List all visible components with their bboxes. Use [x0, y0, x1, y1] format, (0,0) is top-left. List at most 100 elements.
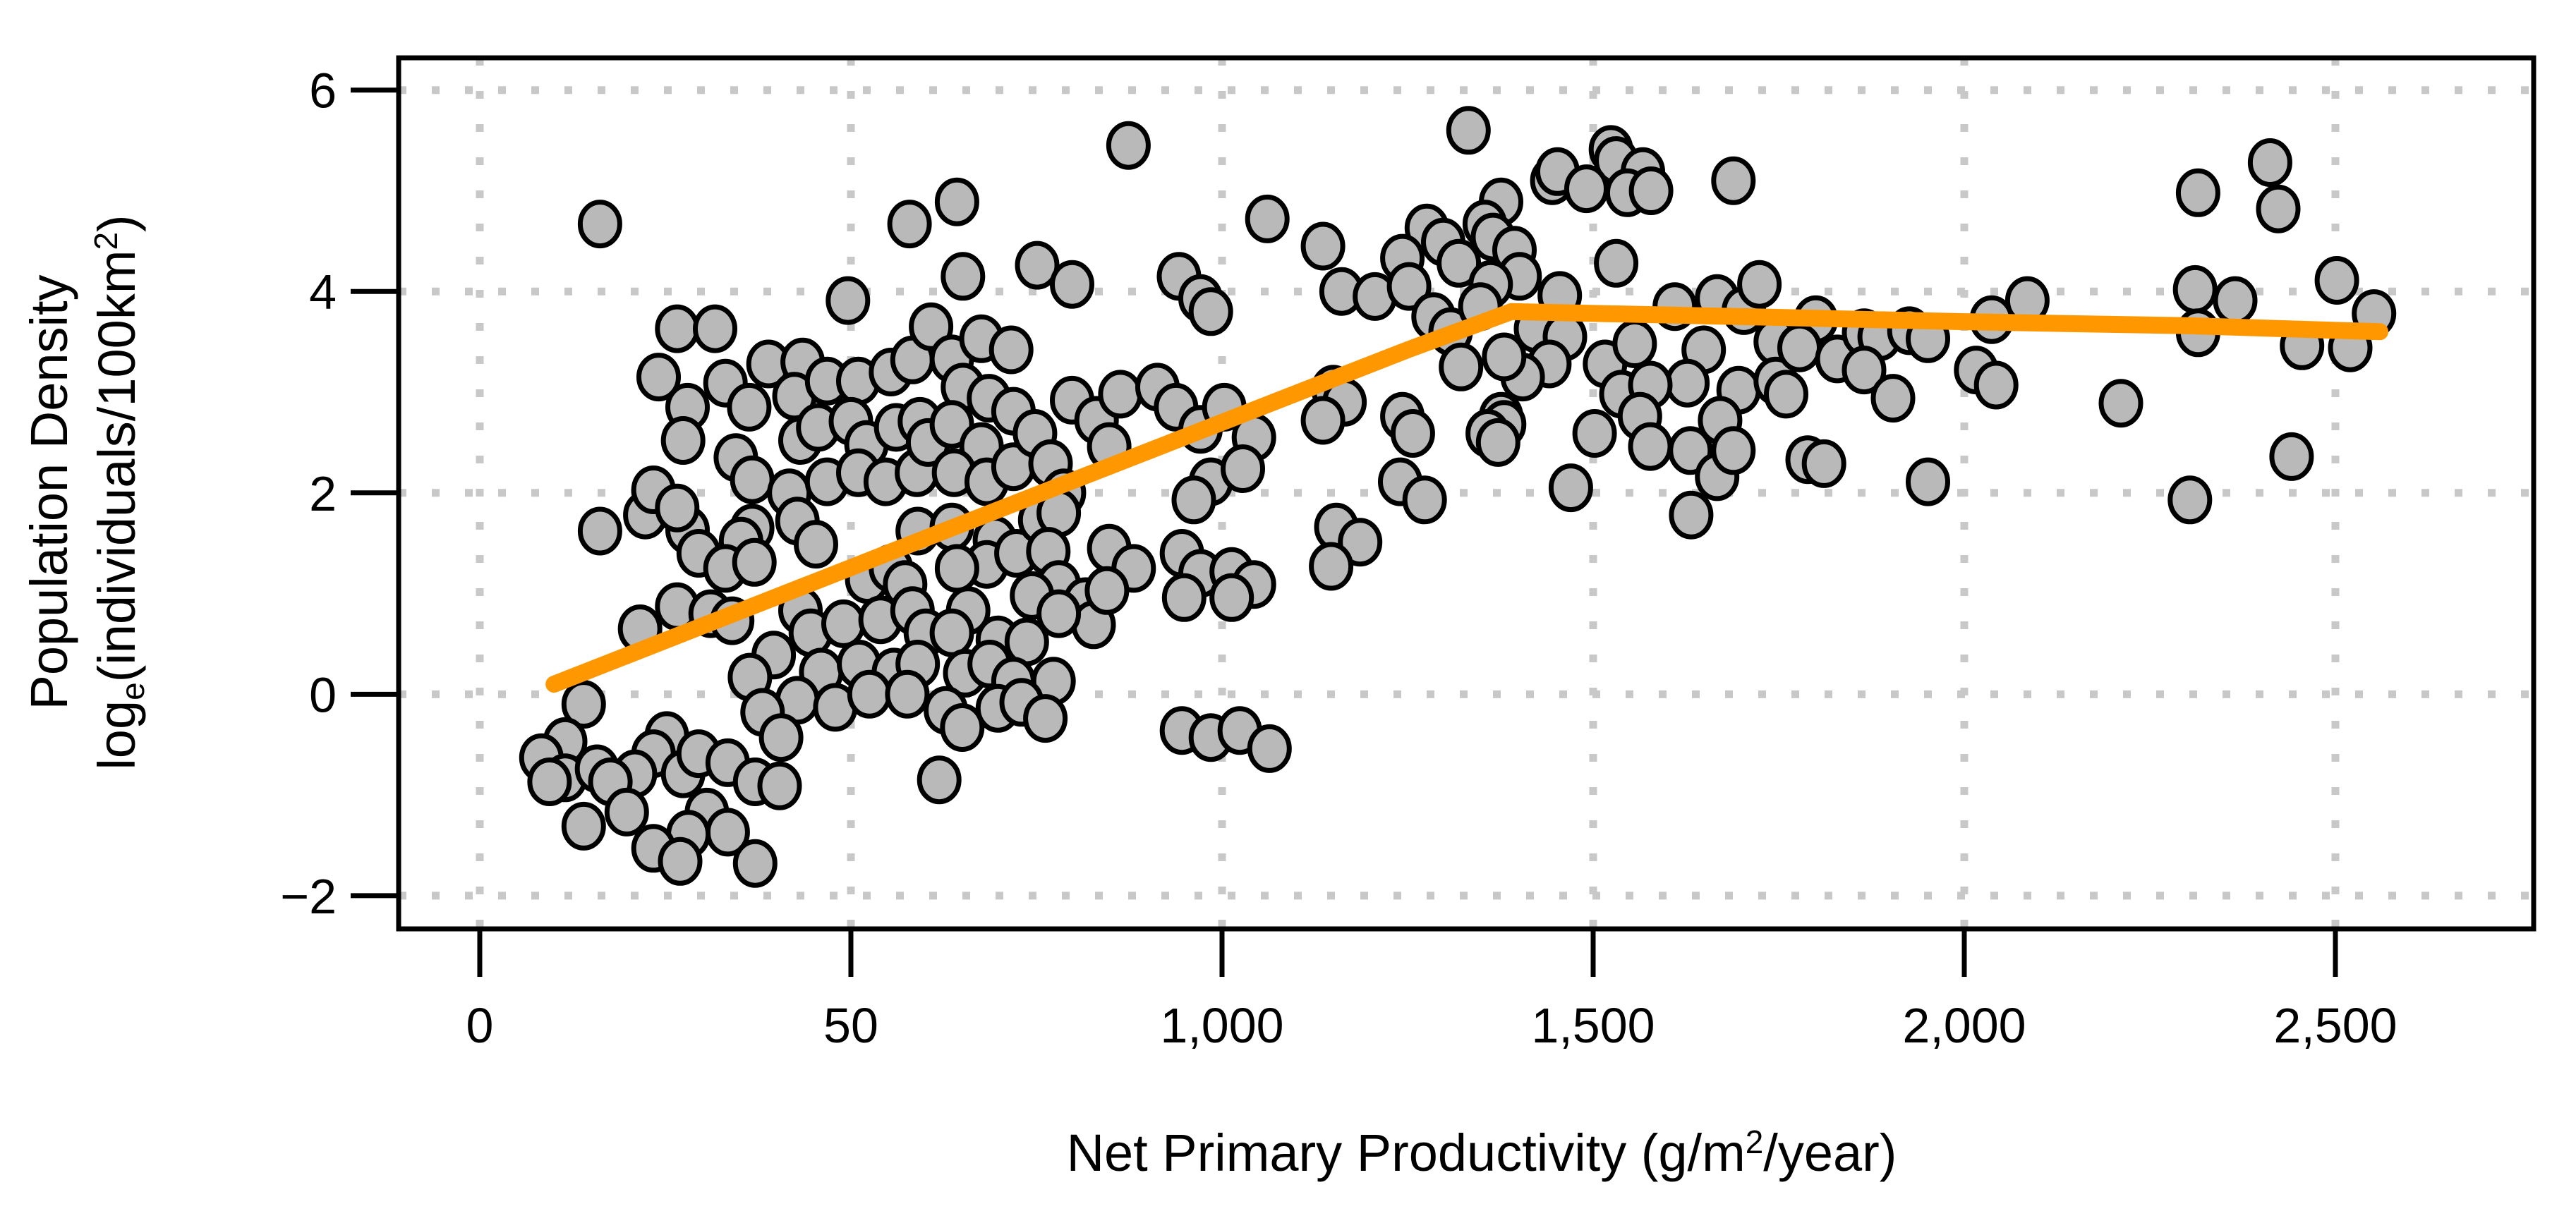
data-point: [561, 801, 606, 851]
data-point: [1106, 121, 1151, 170]
data-point: [2269, 432, 2314, 481]
data-point: [1446, 106, 1491, 155]
data-point: [577, 506, 622, 556]
data-point: [1050, 260, 1094, 309]
data-point: [2213, 276, 2258, 325]
data-point: [1737, 260, 1782, 309]
x-axis-title: Net Primary Productivity (g/m2/year): [1066, 1123, 1897, 1182]
data-point: [1171, 475, 1216, 525]
data-point: [847, 669, 892, 719]
x-axis-title-text: Net Primary Productivity (g/m: [1066, 1124, 1746, 1182]
x-axis-title-superscript: 2: [1745, 1123, 1764, 1160]
data-point: [1023, 694, 1068, 743]
y-tick-label: −2: [280, 869, 337, 924]
data-point: [941, 252, 986, 301]
x-axis: 0 50 1,000 1,500 2,000 2,500: [466, 931, 2397, 1053]
data-point: [794, 520, 838, 569]
data-point: [929, 608, 974, 657]
y-axis-title-unit: (individuals/100km: [87, 250, 146, 683]
data-point: [732, 839, 778, 888]
y-axis-title-log: log: [87, 700, 146, 770]
data-point: [658, 836, 703, 886]
data-point: [604, 787, 649, 836]
data-point: [730, 455, 775, 504]
data-point: [2172, 264, 2218, 314]
data-point: [821, 599, 866, 648]
y-tick-label: 4: [309, 264, 337, 320]
data-point: [1209, 573, 1254, 622]
data-point: [1665, 358, 1710, 408]
data-point: [1475, 418, 1520, 467]
data-point: [1870, 374, 1916, 423]
data-point: [1036, 589, 1082, 638]
data-point: [1300, 396, 1346, 445]
data-point: [655, 483, 700, 533]
data-point: [757, 761, 802, 810]
data-point: [1338, 518, 1383, 567]
data-point: [1188, 287, 1233, 336]
data-point: [2167, 475, 2213, 525]
data-point: [1015, 241, 1060, 290]
x-tick-label: 1,000: [1160, 998, 1283, 1053]
data-point: [1402, 475, 1447, 525]
data-point: [1612, 320, 1657, 368]
data-point: [1628, 166, 1674, 215]
data-point: [934, 544, 979, 593]
y-axis: −2 0 2 4 6: [280, 63, 397, 924]
data-point: [1628, 422, 1673, 471]
y-axis-title-line1: Population Density: [20, 274, 78, 710]
data-point: [1439, 342, 1484, 391]
data-point: [732, 537, 777, 587]
y-axis-title-line2: loge(individuals/100km2): [87, 214, 151, 769]
data-point: [2247, 138, 2292, 187]
data-point: [887, 200, 932, 249]
y-axis-title-subscript: e: [114, 682, 151, 700]
x-tick-label: 50: [823, 998, 878, 1053]
data-point: [1777, 323, 1822, 372]
data-point: [1711, 156, 1756, 205]
data-point: [2256, 184, 2301, 233]
data-point: [1973, 360, 2019, 410]
data-point: [885, 669, 930, 719]
data-point: [1482, 332, 1527, 382]
data-point: [636, 353, 681, 402]
data-point: [1669, 490, 1714, 540]
data-point: [758, 713, 804, 762]
data-point: [1564, 164, 1609, 214]
data-point: [1309, 542, 1354, 591]
data-point: [1098, 370, 1143, 419]
data-point: [1221, 444, 1265, 493]
data-point: [1437, 238, 1482, 288]
data-points: [519, 106, 2397, 888]
y-tick-label: 2: [309, 466, 337, 521]
data-point: [660, 416, 706, 465]
data-point: [561, 680, 606, 729]
data-point: [917, 755, 962, 805]
y-axis-title-close: ): [87, 214, 146, 232]
data-point: [1764, 370, 1808, 419]
data-point: [1842, 346, 1887, 395]
data-point: [1300, 221, 1346, 271]
data-point: [940, 703, 985, 752]
data-point: [1906, 457, 1950, 506]
y-tick-label: 6: [309, 63, 337, 118]
trend-line: [545, 303, 2389, 693]
data-point: [1572, 409, 1617, 458]
data-point: [909, 302, 954, 351]
data-point: [693, 304, 737, 353]
data-point: [1245, 194, 1290, 243]
data-point: [1386, 262, 1432, 311]
data-point: [2314, 256, 2359, 305]
data-point: [1390, 409, 1435, 458]
data-point: [1801, 439, 1846, 488]
data-point: [934, 177, 979, 226]
x-axis-title-unit: /year): [1763, 1124, 1897, 1182]
data-point: [1711, 426, 1756, 475]
data-point: [527, 757, 572, 806]
data-point: [1594, 238, 1639, 288]
x-tick-label: 2,000: [1902, 998, 2026, 1053]
data-point: [1247, 724, 1292, 773]
data-point: [577, 200, 622, 249]
